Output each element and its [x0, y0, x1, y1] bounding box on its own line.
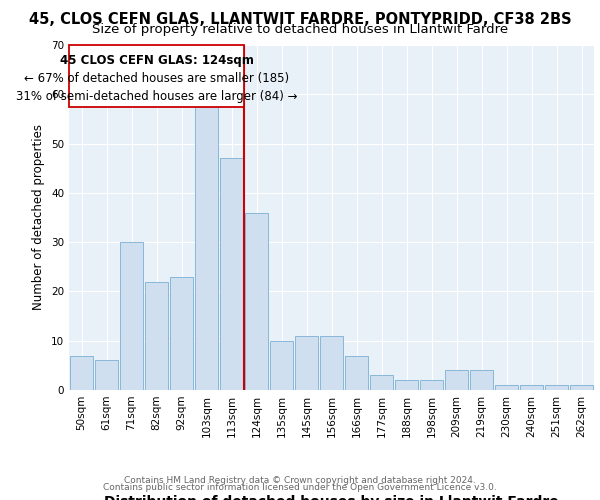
X-axis label: Distribution of detached houses by size in Llantwit Fardre: Distribution of detached houses by size …	[104, 496, 559, 500]
Text: 31% of semi-detached houses are larger (84) →: 31% of semi-detached houses are larger (…	[16, 90, 297, 104]
Bar	[145, 282, 169, 390]
Bar	[69, 45, 244, 106]
Bar	[395, 380, 418, 390]
Bar	[494, 385, 518, 390]
Y-axis label: Number of detached properties: Number of detached properties	[32, 124, 46, 310]
Text: 45 CLOS CEFN GLAS: 124sqm: 45 CLOS CEFN GLAS: 124sqm	[59, 54, 253, 67]
Bar	[419, 380, 443, 390]
Bar	[320, 336, 343, 390]
Bar	[220, 158, 244, 390]
Bar	[445, 370, 469, 390]
Bar	[520, 385, 544, 390]
Text: ← 67% of detached houses are smaller (185): ← 67% of detached houses are smaller (18…	[24, 72, 289, 85]
Text: Contains HM Land Registry data © Crown copyright and database right 2024.: Contains HM Land Registry data © Crown c…	[124, 476, 476, 485]
Bar	[295, 336, 319, 390]
Bar	[170, 276, 193, 390]
Text: 45, CLOS CEFN GLAS, LLANTWIT FARDRE, PONTYPRIDD, CF38 2BS: 45, CLOS CEFN GLAS, LLANTWIT FARDRE, PON…	[29, 12, 571, 28]
Bar	[344, 356, 368, 390]
Text: Contains public sector information licensed under the Open Government Licence v3: Contains public sector information licen…	[103, 484, 497, 492]
Bar	[70, 356, 94, 390]
Bar	[269, 340, 293, 390]
Bar	[470, 370, 493, 390]
Bar	[545, 385, 568, 390]
Text: Size of property relative to detached houses in Llantwit Fardre: Size of property relative to detached ho…	[92, 22, 508, 36]
Bar	[194, 104, 218, 390]
Bar	[119, 242, 143, 390]
Bar	[95, 360, 118, 390]
Bar	[370, 375, 394, 390]
Bar	[245, 212, 268, 390]
Bar	[569, 385, 593, 390]
